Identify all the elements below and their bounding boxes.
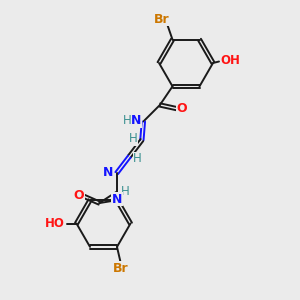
Text: H: H	[122, 114, 131, 128]
Text: Br: Br	[113, 262, 128, 275]
Text: HO: HO	[45, 217, 65, 230]
Text: OH: OH	[220, 53, 240, 67]
Text: N: N	[112, 193, 122, 206]
Text: H: H	[129, 132, 138, 145]
Text: Br: Br	[154, 13, 170, 26]
Text: N: N	[131, 114, 141, 128]
Text: H: H	[133, 152, 142, 166]
Text: H: H	[121, 184, 130, 198]
Text: O: O	[176, 102, 187, 115]
Text: N: N	[103, 166, 113, 179]
Text: O: O	[74, 189, 84, 203]
